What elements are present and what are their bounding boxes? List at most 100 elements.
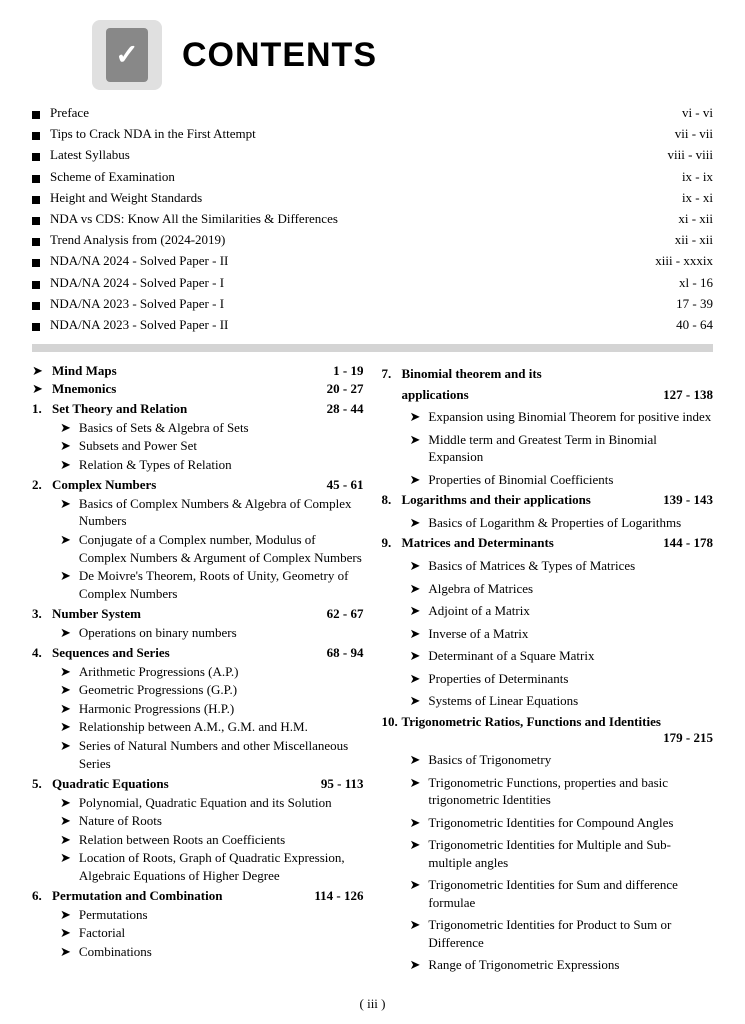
sub-item: ➤ Trigonometric Identities for Compound A…: [382, 814, 714, 832]
arrow-bullet-icon: ➤: [410, 836, 421, 854]
section-heading: 7.Binomial theorem and its: [382, 365, 714, 383]
sub-item: ➤De Moivre's Theorem, Roots of Unity, Ge…: [32, 567, 364, 602]
arrow-bullet-icon: ➤: [410, 625, 421, 643]
sub-item-label: Relationship between A.M., G.M. and H.M.: [79, 718, 364, 736]
section-pages: 28 - 44: [327, 400, 364, 418]
section-heading: 4.Sequences and Series68 - 94: [32, 644, 364, 662]
arrow-bullet-icon: ➤: [410, 514, 421, 532]
sub-item-label: Factorial: [79, 924, 364, 942]
section-number: 6.: [32, 887, 52, 905]
square-bullet-icon: [32, 238, 40, 246]
front-matter-pages: viii - viii: [633, 146, 713, 164]
top-item-pages: 1 - 19: [333, 362, 363, 380]
arrow-bullet-icon: ➤: [410, 814, 421, 832]
sub-item-label: Properties of Determinants: [428, 670, 713, 688]
section-title: Complex Numbers: [52, 476, 327, 494]
section-heading: 9.Matrices and Determinants144 - 178: [382, 534, 714, 552]
front-matter-label: Tips to Crack NDA in the First Attempt: [50, 125, 633, 143]
front-matter-label: Height and Weight Standards: [50, 189, 633, 207]
front-matter-pages: vii - vii: [633, 125, 713, 143]
sub-item: ➤Permutations: [32, 906, 364, 924]
arrow-bullet-icon: ➤: [60, 849, 71, 867]
sub-item: ➤ Relationship between A.M., G.M. and H.M…: [32, 718, 364, 736]
section-heading: 8.Logarithms and their applications139 -…: [382, 491, 714, 509]
sub-item: ➤Series of Natural Numbers and other Mis…: [32, 737, 364, 772]
arrow-bullet-icon: ➤: [32, 380, 52, 398]
sub-item: ➤Expansion using Binomial Theorem for po…: [382, 408, 714, 426]
sub-item: ➤Determinant of a Square Matrix: [382, 647, 714, 665]
sub-item: ➤Basics of Sets & Algebra of Sets: [32, 419, 364, 437]
square-bullet-icon: [32, 217, 40, 225]
front-matter-pages: 40 - 64: [633, 316, 713, 334]
section-number: 1.: [32, 400, 52, 418]
front-matter-label: NDA/NA 2024 - Solved Paper - I: [50, 274, 633, 292]
sub-item: ➤Adjoint of a Matrix: [382, 602, 714, 620]
sub-item-label: Trigonometric Functions, properties and …: [428, 774, 713, 809]
arrow-bullet-icon: ➤: [60, 456, 71, 474]
section-heading: 2.Complex Numbers45 - 61: [32, 476, 364, 494]
section-heading: 3.Number System62 - 67: [32, 605, 364, 623]
page-number: ( iii ): [0, 996, 745, 1012]
sub-item: ➤Location of Roots, Graph of Quadratic E…: [32, 849, 364, 884]
header: CONTENTS: [92, 20, 713, 90]
sub-item: ➤Basics of Logarithm & Properties of Log…: [382, 514, 714, 532]
square-bullet-icon: [32, 302, 40, 310]
sub-item-label: Basics of Matrices & Types of Matrices: [428, 557, 713, 575]
section-pages: 45 - 61: [327, 476, 364, 494]
arrow-bullet-icon: ➤: [410, 751, 421, 769]
section-number: 9.: [382, 534, 402, 552]
section-number: 7.: [382, 365, 402, 383]
section-number: 8.: [382, 491, 402, 509]
arrow-bullet-icon: ➤: [410, 876, 421, 894]
top-item: ➤Mnemonics20 - 27: [32, 380, 364, 398]
front-matter-label: NDA/NA 2024 - Solved Paper - II: [50, 252, 633, 270]
sub-item: ➤Relation between Roots an Coefficients: [32, 831, 364, 849]
sub-item-label: Relation & Types of Relation: [79, 456, 364, 474]
front-matter-row: NDA/NA 2023 - Solved Paper - II40 - 64: [32, 316, 713, 334]
sub-item-label: Range of Trigonometric Expressions: [428, 956, 713, 974]
section-title: applications: [402, 386, 664, 404]
square-bullet-icon: [32, 196, 40, 204]
front-matter-label: Preface: [50, 104, 633, 122]
sub-item: ➤Basics of Trigonometry: [382, 751, 714, 769]
section-heading: 5.Quadratic Equations95 - 113: [32, 775, 364, 793]
sub-item-label: Middle term and Greatest Term in Binomia…: [428, 431, 713, 466]
front-matter-pages: 17 - 39: [633, 295, 713, 313]
front-matter-label: NDA/NA 2023 - Solved Paper - II: [50, 316, 633, 334]
arrow-bullet-icon: ➤: [410, 408, 421, 426]
section-title: Binomial theorem and its: [402, 365, 714, 383]
section-title: Set Theory and Relation: [52, 400, 327, 418]
front-matter-pages: xi - xii: [633, 210, 713, 228]
arrow-bullet-icon: ➤: [410, 956, 421, 974]
sub-item-label: Inverse of a Matrix: [428, 625, 713, 643]
section-title: Matrices and Determinants: [402, 534, 664, 552]
top-item-pages: 20 - 27: [327, 380, 364, 398]
front-matter-pages: vi - vi: [633, 104, 713, 122]
front-matter-pages: xii - xii: [633, 231, 713, 249]
section-title: Logarithms and their applications: [402, 491, 664, 509]
front-matter-row: NDA/NA 2024 - Solved Paper - IIxiii - xx…: [32, 252, 713, 270]
sub-item: ➤Nature of Roots: [32, 812, 364, 830]
sub-item-label: Trigonometric Identities for Sum and dif…: [428, 876, 713, 911]
sub-item: ➤Trigonometric Functions, properties and…: [382, 774, 714, 809]
arrow-bullet-icon: ➤: [60, 700, 71, 718]
front-matter-label: Trend Analysis from (2024-2019): [50, 231, 633, 249]
section-heading-cont: applications127 - 138: [382, 386, 714, 404]
sub-item-label: Trigonometric Identities for Multiple an…: [428, 836, 713, 871]
sub-item: ➤ Trigonometric Identities for Sum and di…: [382, 876, 714, 911]
square-bullet-icon: [32, 323, 40, 331]
sub-item-label: Permutations: [79, 906, 364, 924]
arrow-bullet-icon: ➤: [60, 943, 71, 961]
arrow-bullet-icon: ➤: [410, 557, 421, 575]
section-title: Sequences and Series: [52, 644, 327, 662]
arrow-bullet-icon: ➤: [60, 794, 71, 812]
sub-item-label: Properties of Binomial Coefficients: [428, 471, 713, 489]
section-pages: 68 - 94: [327, 644, 364, 662]
arrow-bullet-icon: ➤: [60, 718, 71, 736]
arrow-bullet-icon: ➤: [60, 437, 71, 455]
front-matter-list: Prefacevi - viTips to Crack NDA in the F…: [32, 104, 713, 334]
square-bullet-icon: [32, 132, 40, 140]
sub-item: ➤Factorial: [32, 924, 364, 942]
section-title: Number System: [52, 605, 327, 623]
sub-item-label: Trigonometric Identities for Compound An…: [428, 814, 713, 832]
